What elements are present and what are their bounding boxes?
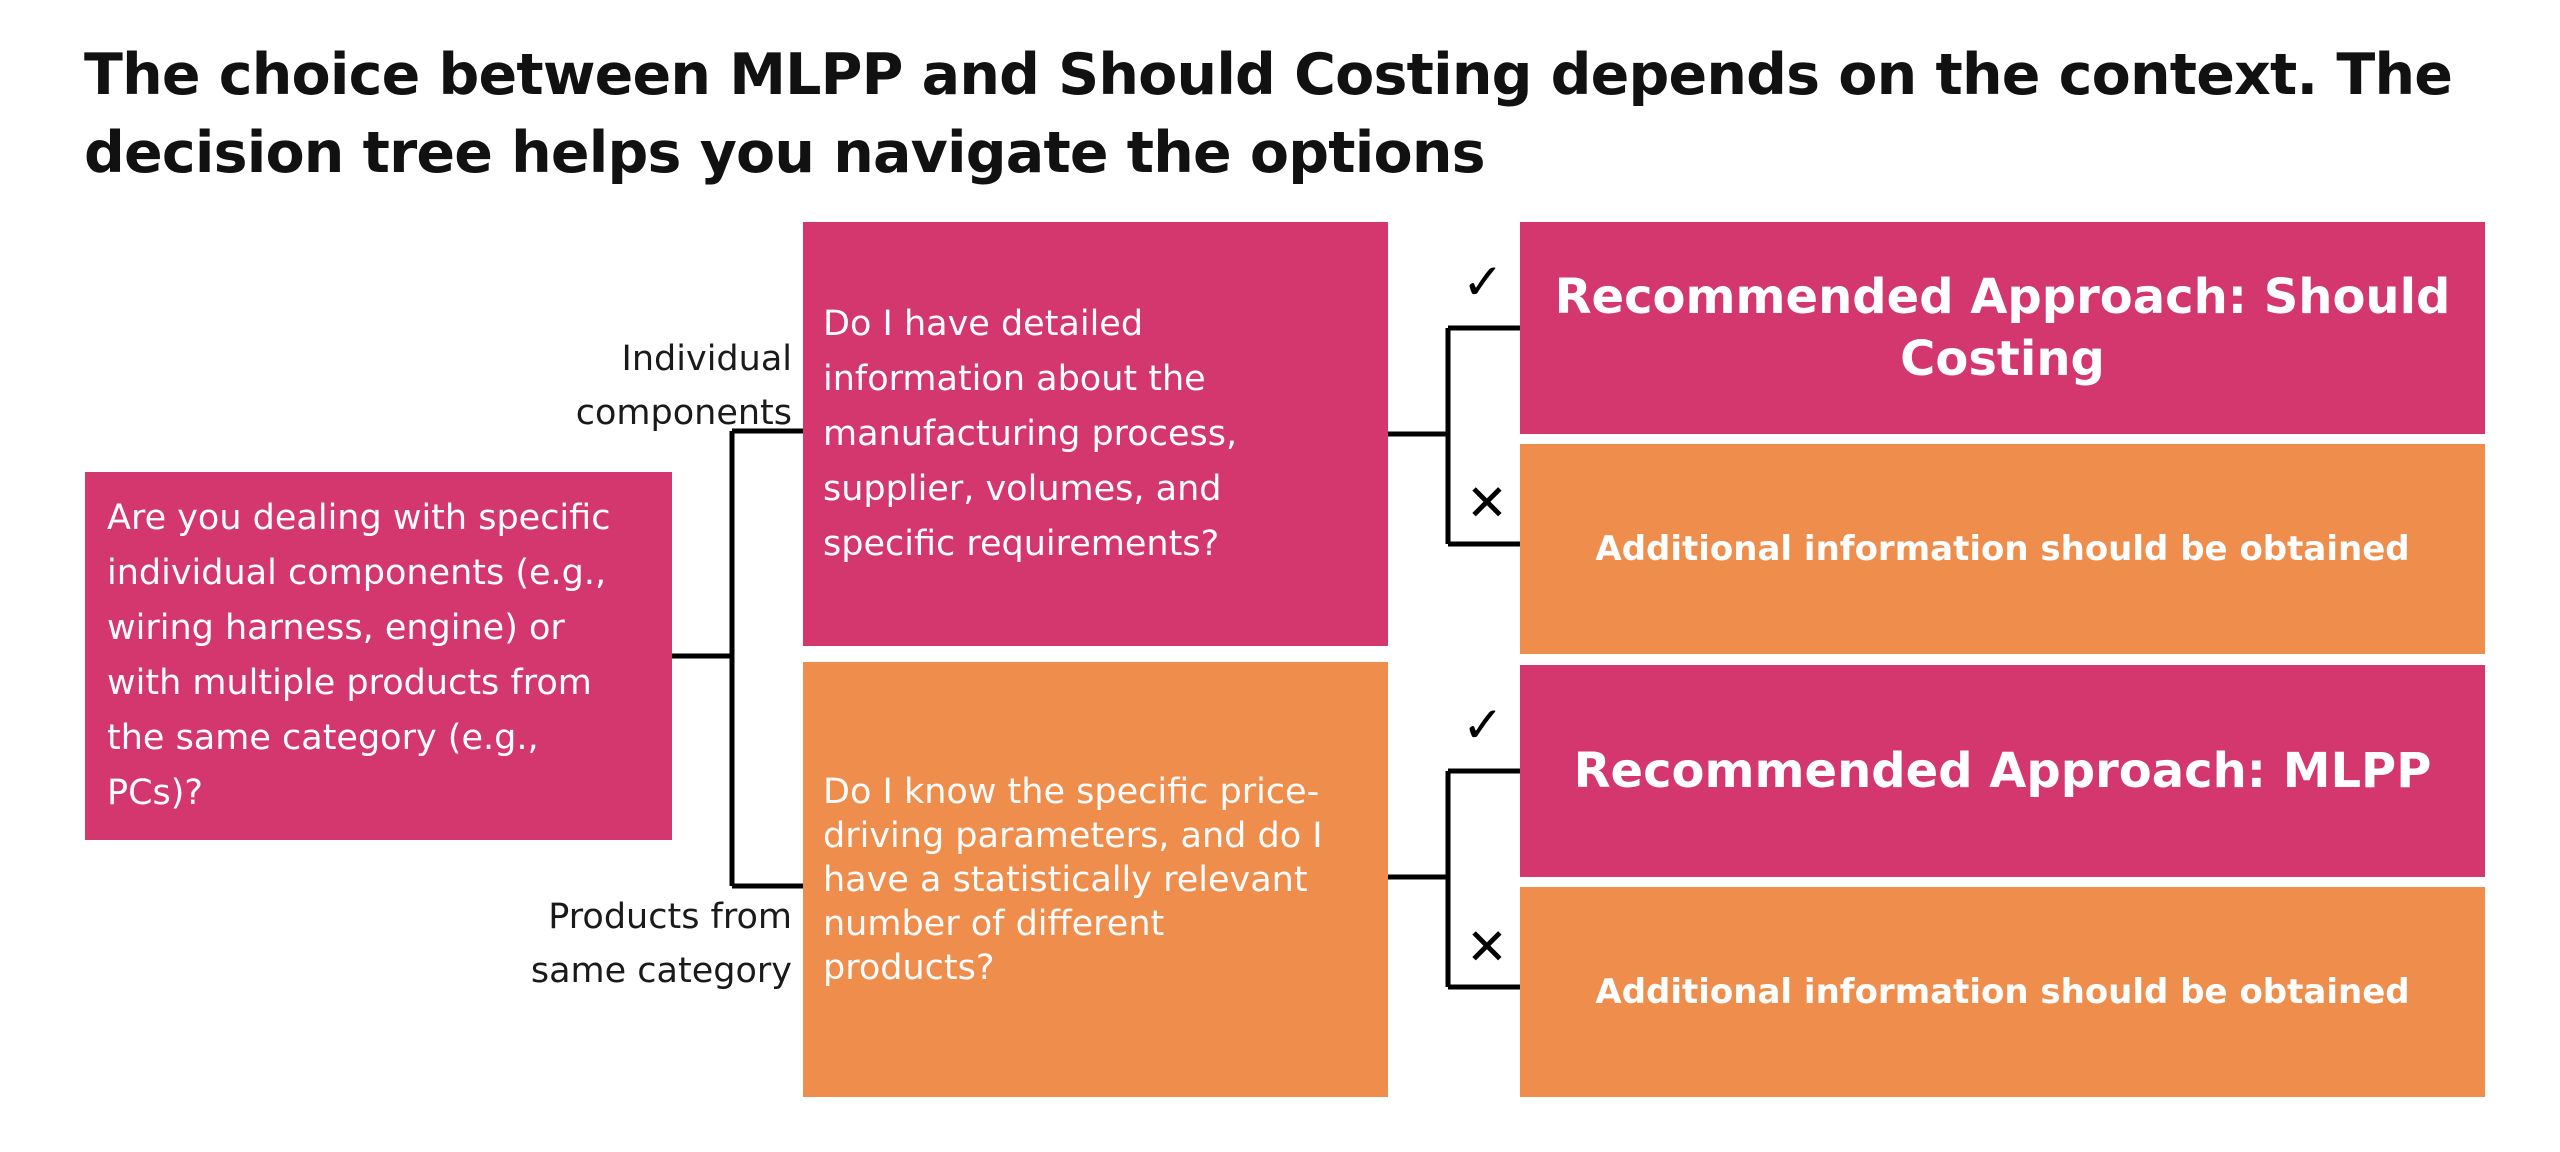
branch-label-individual-components: Individual components bbox=[575, 339, 792, 433]
node-question-should-costing[interactable]: Do I have detailed information about the… bbox=[803, 222, 1388, 646]
node-question-mlpp-text: Do I know the specific price- driving pa… bbox=[823, 771, 1323, 988]
cross-icon: ✕ bbox=[1466, 918, 1508, 976]
check-icon: ✓ bbox=[1462, 696, 1504, 754]
cross-icon: ✕ bbox=[1466, 474, 1508, 532]
node-root-question[interactable]: Are you dealing with specific individual… bbox=[85, 472, 672, 840]
node-outcome-mlpp-text: Recommended Approach: MLPP bbox=[1573, 743, 2432, 799]
node-outcome-additional-info-upper[interactable]: Additional information should be obtaine… bbox=[1520, 444, 2485, 654]
node-root-question-text: Are you dealing with specific individual… bbox=[107, 498, 611, 813]
node-outcome-mlpp[interactable]: Recommended Approach: MLPP bbox=[1520, 665, 2485, 877]
node-outcome-should-costing-text: Recommended Approach: Should Costing bbox=[1554, 269, 2451, 387]
node-outcome-additional-info-lower[interactable]: Additional information should be obtaine… bbox=[1520, 887, 2485, 1097]
node-outcome-additional-info-lower-text: Additional information should be obtaine… bbox=[1595, 972, 2410, 1012]
branch-label-products-same-category: Products from same category bbox=[530, 897, 792, 991]
page-title: The choice between MLPP and Should Costi… bbox=[84, 42, 2453, 186]
node-question-should-costing-text: Do I have detailed information about the… bbox=[823, 303, 1238, 564]
check-icon: ✓ bbox=[1462, 253, 1504, 311]
node-question-mlpp[interactable]: Do I know the specific price- driving pa… bbox=[803, 662, 1388, 1097]
node-outcome-should-costing[interactable]: Recommended Approach: Should Costing bbox=[1520, 222, 2485, 434]
node-outcome-additional-info-upper-text: Additional information should be obtaine… bbox=[1595, 529, 2410, 569]
